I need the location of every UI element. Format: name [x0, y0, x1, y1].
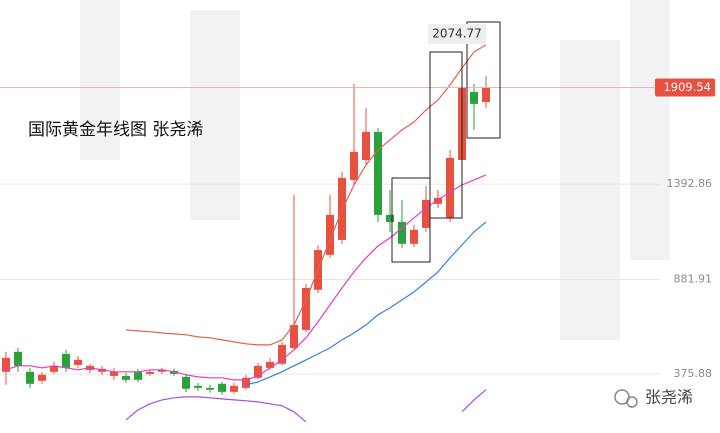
candle-body [74, 359, 82, 365]
candle-body [230, 385, 238, 392]
candle-body [218, 383, 226, 392]
candle-body [302, 287, 310, 330]
candle-body [50, 365, 58, 372]
candle-body [146, 371, 154, 374]
candle-body [326, 214, 334, 255]
highlight-box [391, 177, 431, 263]
candle-body [446, 157, 454, 218]
candle-body [206, 387, 214, 390]
last-price-tag [655, 78, 715, 97]
wechat-icon [614, 389, 638, 408]
candle-body [62, 353, 70, 368]
annotation-box [428, 24, 486, 44]
moving-average-line [125, 389, 487, 423]
candle-body [14, 351, 22, 366]
author-watermark: 张尧浠 [645, 388, 693, 407]
candle-body [110, 371, 118, 376]
candle-body [470, 91, 478, 104]
candle-body [242, 377, 250, 388]
candle-body [122, 375, 130, 380]
background-watermark [80, 0, 670, 340]
highlight-box [466, 21, 501, 139]
candle-body [434, 197, 442, 204]
candle-body [386, 214, 394, 222]
candle-body [266, 361, 274, 368]
candle-body [158, 369, 166, 372]
candle-body [398, 221, 406, 244]
candle-body [2, 357, 10, 372]
y-tick-label: 375.88 [674, 367, 713, 380]
candle-body [254, 365, 262, 378]
candle-body [38, 374, 46, 381]
candle-body [422, 199, 430, 228]
candle-body [350, 151, 358, 180]
moving-average-line [5, 174, 487, 381]
candle-body [134, 371, 142, 380]
candle-body [374, 131, 382, 215]
candle-body [482, 87, 490, 103]
candle-body [362, 131, 370, 160]
y-tick-label: 881.91 [674, 273, 713, 286]
candle-body [278, 344, 286, 364]
high-annotation: 2074.77 [432, 27, 482, 41]
plot [0, 44, 660, 423]
highlight-box [429, 51, 463, 219]
candle-body [26, 371, 34, 384]
moving-average-line [245, 221, 487, 386]
candle-body [410, 229, 418, 244]
y-tick-label: 1392.86 [667, 177, 713, 190]
candle-body [194, 385, 202, 388]
moving-average-line [125, 44, 487, 346]
chart-title: 国际黄金年线图 张尧浠 [28, 120, 203, 140]
last-price-label: 1909.54 [663, 80, 711, 94]
candle-body [290, 324, 298, 348]
candle-body [182, 376, 190, 389]
